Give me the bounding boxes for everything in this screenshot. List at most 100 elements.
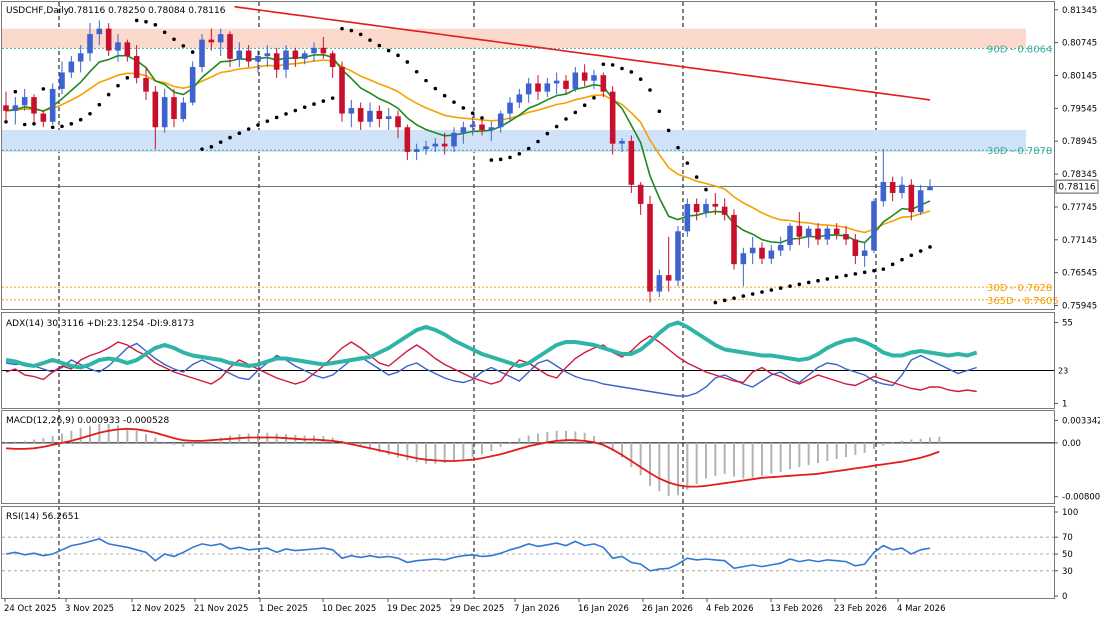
sar-dot	[825, 277, 830, 281]
sar-dot	[144, 19, 148, 24]
candle-body	[208, 39, 215, 43]
rsi-tick-label: 100	[1062, 508, 1078, 518]
candle-body	[843, 234, 849, 240]
adx-tick-label: 55	[1062, 319, 1073, 329]
candle-body	[68, 61, 75, 73]
candle-body	[525, 83, 532, 95]
macd-tick-label: 0.00	[1062, 439, 1081, 449]
symbol-timeframe: USDCHF,Daily	[6, 6, 70, 16]
level-label-0: 90D - 0.8064	[987, 44, 1052, 55]
candle-body	[572, 72, 579, 89]
sar-dot	[834, 275, 839, 280]
sar-dot	[396, 53, 400, 58]
minus-di-line	[5, 335, 977, 393]
candle-body	[796, 225, 803, 237]
adx-line	[5, 320, 978, 370]
candle-body	[441, 143, 448, 147]
candle-body	[749, 247, 756, 254]
x-tick-label: 12 Nov 2025	[131, 604, 185, 614]
sar-dot	[657, 109, 662, 114]
candle-body	[12, 105, 19, 111]
sar-dot	[172, 37, 176, 42]
x-tick-label: 4 Feb 2026	[706, 604, 754, 614]
sar-dot	[41, 87, 46, 91]
price-tick-label: 0.78945	[1062, 137, 1097, 147]
candle-body	[40, 113, 47, 122]
candle-body	[236, 50, 243, 59]
sar-dot	[246, 127, 251, 131]
candle-body	[684, 203, 691, 232]
candle-body	[619, 140, 625, 144]
macd-panel-frame	[1, 410, 1055, 504]
sar-dot	[256, 123, 260, 127]
candle-body	[880, 182, 887, 202]
macd-panel-plot	[2, 424, 1054, 496]
candle-body	[3, 105, 9, 111]
sar-dot	[368, 38, 372, 42]
candle-body	[703, 203, 709, 213]
candle-body	[432, 143, 439, 147]
candle-body	[320, 47, 327, 54]
sar-dot	[452, 100, 456, 104]
adx-level-label: 23	[1058, 367, 1068, 376]
candle-body	[264, 53, 271, 57]
sar-dot	[218, 140, 223, 144]
candle-body	[805, 228, 812, 237]
candle-body	[77, 53, 84, 62]
sar-dot	[498, 157, 503, 162]
rsi-header: RSI(14) 56.2651	[6, 512, 79, 522]
level-label-1: 30D - 0.7878	[987, 146, 1052, 157]
candle-body	[759, 247, 765, 259]
price-tick-label: 0.80745	[1062, 39, 1097, 49]
x-tick-label: 7 Jan 2026	[514, 604, 560, 614]
sar-dot	[489, 158, 494, 162]
price-tick-label: 0.76545	[1062, 269, 1097, 279]
sar-dot	[526, 146, 531, 151]
candle-body	[395, 116, 401, 128]
candle-body	[329, 53, 336, 67]
candle-body	[637, 184, 644, 204]
candle-body	[217, 34, 224, 43]
x-tick-label: 4 Mar 2026	[897, 604, 945, 614]
candle-body	[245, 50, 252, 62]
candle-body	[292, 50, 299, 59]
candle-body	[488, 127, 495, 130]
sar-dot	[909, 253, 914, 258]
sar-dot	[872, 268, 876, 273]
sar-dot	[153, 23, 158, 27]
sar-dot	[200, 147, 204, 151]
x-axis-labels: 24 Oct 2025 3 Nov 2025 12 Nov 2025 21 Nov 2…	[4, 598, 945, 614]
candle-body	[124, 42, 131, 57]
price-tick-label: 0.79545	[1062, 104, 1097, 114]
sar-dot	[312, 102, 316, 106]
sar-dot	[620, 66, 624, 71]
sar-dot	[536, 139, 540, 144]
candle-body	[591, 75, 597, 81]
candle-body	[740, 253, 747, 265]
sar-dot	[302, 105, 307, 110]
candle-body	[115, 42, 121, 51]
sar-dot	[564, 117, 568, 121]
sar-dot	[134, 18, 139, 23]
candle-body	[833, 228, 840, 235]
sar-dot	[638, 77, 643, 82]
sar-dot	[741, 294, 746, 298]
candle-body	[339, 66, 345, 114]
rsi-tick-label: 50	[1062, 550, 1073, 560]
candle-body	[516, 94, 523, 103]
sar-dot	[78, 117, 83, 122]
sar-dot	[284, 112, 288, 116]
candle-body	[423, 146, 429, 150]
price-zones	[2, 28, 1026, 152]
sar-dot	[69, 121, 74, 126]
candle-body	[96, 28, 103, 35]
candle-body	[479, 124, 485, 130]
panel-frames	[1, 1, 1055, 599]
sar-dot	[265, 119, 270, 123]
candle-body	[171, 97, 177, 120]
candle-body	[199, 39, 205, 67]
price-tick-label: 0.77745	[1062, 203, 1097, 213]
zone-0	[2, 28, 1026, 48]
candle-body	[497, 113, 504, 128]
